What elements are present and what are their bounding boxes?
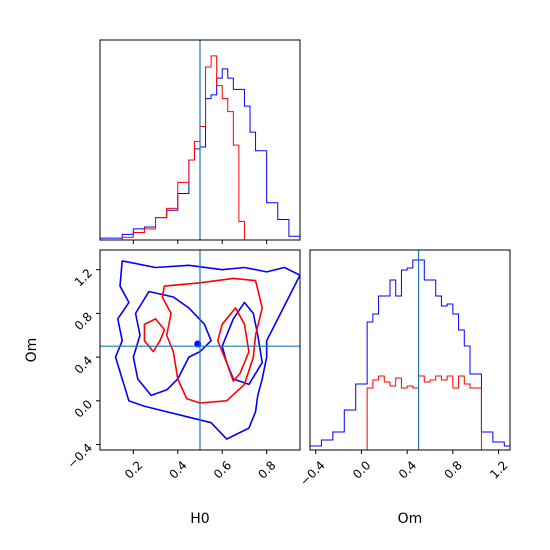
om-y-tick-label: 1.2	[72, 266, 95, 289]
om-hist-series-blue-step	[310, 259, 510, 450]
x-axis-label-om: Om	[398, 511, 423, 527]
om-x-tick-label: 0.4	[396, 458, 419, 481]
h0-hist-series-red-step	[100, 55, 300, 240]
om-x-tick-label: −0.4	[297, 458, 328, 489]
om-x-tick-label: 0.8	[442, 458, 465, 481]
x-axis-label-h0: H0	[190, 511, 209, 527]
joint-contour-blue-0	[114, 260, 300, 440]
om-marginal-panel: −0.4 0.0 0.4 0.8 1.2	[297, 249, 511, 489]
om-hist-series-red-step	[310, 375, 510, 450]
om-y-tick-label: −0.4	[65, 441, 96, 472]
h0-x-tick-label: 0.8	[255, 458, 278, 481]
joint-contour-red-0	[161, 277, 264, 404]
joint-contour-blue-2	[221, 301, 264, 386]
om-y-tick-label: 0.0	[72, 397, 95, 420]
h0-om-joint-panel: 0.2 0.4 0.6 0.8 −0.4 0.0 0.4 0.8 1.2	[65, 249, 301, 482]
joint-contour-red-2	[216, 307, 250, 382]
joint-contour-red-1	[143, 318, 166, 353]
om-x-tick-label: 1.2	[487, 458, 510, 481]
om-y-tick-label: 0.8	[72, 310, 95, 333]
h0-hist-series-blue-step	[100, 68, 300, 240]
h0-x-tick-label: 0.4	[166, 458, 189, 481]
om-y-tick-label: 0.4	[72, 353, 95, 376]
h0-hist-frame	[99, 39, 301, 241]
h0-marginal-panel	[99, 39, 301, 244]
y-axis-label-om: Om	[24, 338, 40, 363]
h0-x-tick-label: 0.2	[122, 458, 145, 481]
om-hist-frame	[309, 249, 511, 451]
om-x-tick-label: 0.0	[350, 458, 373, 481]
joint-frame	[99, 249, 301, 451]
h0-x-tick-label: 0.6	[211, 458, 234, 481]
